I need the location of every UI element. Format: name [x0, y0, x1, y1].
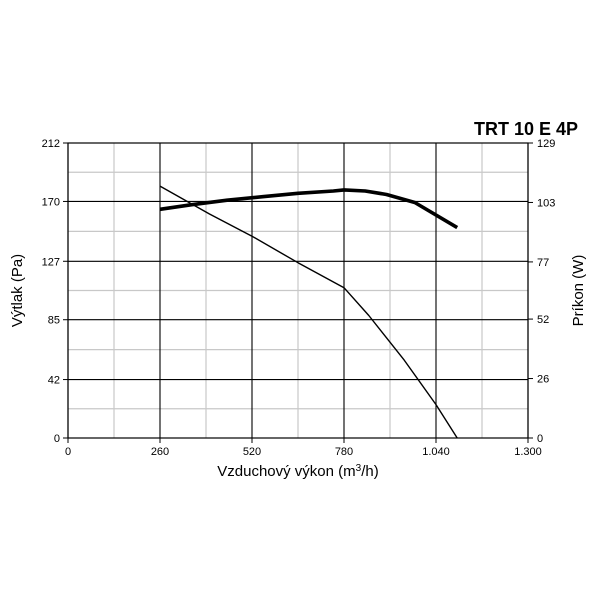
y2-tick-label: 0: [537, 433, 543, 445]
y2-tick-label: 77: [537, 257, 549, 269]
x-tick-label: 260: [151, 446, 169, 458]
x-axis-label: Vzduchový výkon (m3/h): [217, 463, 378, 481]
x-tick-label: 1.040: [422, 446, 450, 458]
y-tick-label: 0: [54, 433, 60, 445]
chart-title: TRT 10 E 4P: [474, 119, 578, 139]
tick-labels: 0 260 520 780 1.040 1.30004285127170212026527…: [42, 138, 556, 458]
y2-tick-label: 26: [537, 374, 549, 386]
y-tick-label: 212: [42, 138, 60, 150]
power-curve-line: [159, 188, 459, 230]
series-group: [159, 185, 459, 439]
y2-tick-label: 103: [537, 197, 555, 209]
y2-tick-label: 129: [537, 138, 555, 150]
y-tick-label: 127: [42, 256, 60, 268]
y-axis-label: Výtlak (Pa): [9, 254, 26, 327]
minor-grid: [68, 143, 528, 438]
x-tick-label: 1.300: [514, 446, 542, 458]
y-tick-label: 170: [42, 196, 60, 208]
x-tick-label: 0: [65, 446, 71, 458]
y2-tick-label: 52: [537, 314, 549, 326]
y2-axis-label: Príkon (W): [570, 255, 587, 327]
x-axis-label-sup: 3: [356, 463, 362, 474]
y-tick-label: 42: [48, 375, 60, 387]
x-tick-label: 780: [335, 446, 353, 458]
y-tick-label: 85: [48, 315, 60, 327]
x-axis-label-main: Vzduchový výkon (m: [217, 463, 355, 480]
pressure-curve-line: [159, 185, 458, 439]
plot-frame: [67, 142, 529, 439]
x-tick-label: 520: [243, 446, 261, 458]
axis-ticks: [63, 142, 533, 443]
x-axis-label-tail: /h): [361, 463, 379, 480]
